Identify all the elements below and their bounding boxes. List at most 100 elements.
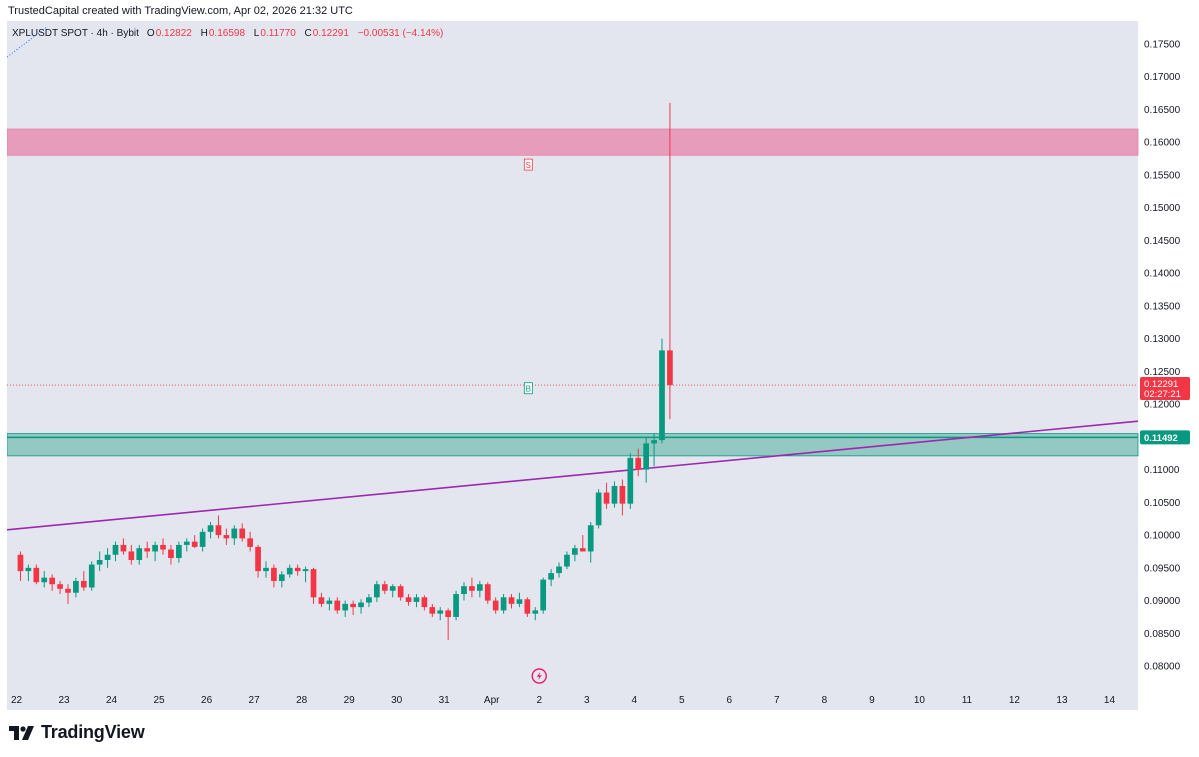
time-tick-label: 5 xyxy=(679,695,685,706)
candle-body xyxy=(17,554,24,572)
price-tick-label: 0.08000 xyxy=(1144,662,1181,673)
tradingview-wordmark: TradingView xyxy=(41,722,145,742)
time-tick-label: Apr xyxy=(484,695,500,706)
time-tick-label: 4 xyxy=(631,695,637,706)
candle-body xyxy=(540,579,547,611)
time-tick-label: 29 xyxy=(344,695,356,706)
time-tick-label: 7 xyxy=(774,695,780,706)
current-price-value: 0.12291 xyxy=(1144,379,1178,390)
price-tick-label: 0.09000 xyxy=(1144,596,1181,607)
candle-body xyxy=(445,610,452,617)
candle-body xyxy=(302,569,309,572)
tradingview-logo[interactable]: TradingView xyxy=(9,722,145,743)
candle-body xyxy=(96,559,103,565)
time-tick-label: 9 xyxy=(869,695,875,706)
candle-body xyxy=(57,584,63,589)
candle-body xyxy=(25,567,32,572)
price-tick-label: 0.15500 xyxy=(1144,170,1181,181)
price-tick-label: 0.17000 xyxy=(1144,72,1181,83)
candle-body xyxy=(112,544,119,555)
current-price-tag xyxy=(1140,377,1190,401)
candle-body xyxy=(453,594,459,617)
time-tick-label: 8 xyxy=(822,695,828,706)
time-tick-label: 22 xyxy=(11,695,23,706)
candle-body xyxy=(207,525,214,532)
time-tick-label: 12 xyxy=(1009,695,1021,706)
candle-body xyxy=(49,577,55,585)
support-price-value: 0.11492 xyxy=(1144,433,1178,444)
candle-body xyxy=(247,538,254,547)
candle-body xyxy=(603,492,610,504)
candle-body xyxy=(421,597,428,608)
chart-caption: TrustedCapital created with TradingView.… xyxy=(8,5,353,17)
time-tick-label: 10 xyxy=(914,695,926,706)
candle-body xyxy=(136,548,143,560)
buy-marker-label: B xyxy=(526,385,531,394)
price-tick-label: 0.14000 xyxy=(1144,269,1181,280)
time-axis-background[interactable] xyxy=(7,689,1138,710)
candle-body xyxy=(564,554,570,567)
time-tick-label: 13 xyxy=(1056,695,1068,706)
candle-body xyxy=(342,603,349,611)
candle-body xyxy=(168,549,174,559)
candle-body xyxy=(587,525,594,552)
candle-body xyxy=(263,567,269,572)
tradingview-logo-icon xyxy=(9,725,34,740)
low-label: L xyxy=(254,28,260,39)
candle-body xyxy=(381,584,388,591)
time-tick-label: 23 xyxy=(58,695,70,706)
time-tick-label: 2 xyxy=(536,695,542,706)
candle-body xyxy=(413,597,420,602)
candle-body xyxy=(88,564,95,588)
close-value: 0.12291 xyxy=(313,28,350,39)
time-tick-label: 27 xyxy=(249,695,261,706)
candle-body xyxy=(389,586,396,591)
candle-body xyxy=(492,600,499,611)
candle-body xyxy=(532,610,539,614)
low-value: 0.11770 xyxy=(260,28,296,39)
open-label: O xyxy=(147,28,155,39)
price-tick-label: 0.14500 xyxy=(1144,236,1181,247)
candle-body xyxy=(41,577,48,583)
time-tick-label: 14 xyxy=(1104,695,1116,706)
candle-body xyxy=(350,603,356,608)
candle-countdown: 02:27:21 xyxy=(1144,389,1181,400)
price-chart[interactable]: SB 0.175000.170000.165000.160000.155000.… xyxy=(7,21,1192,710)
time-tick-label: 30 xyxy=(391,695,403,706)
time-tick-label: 11 xyxy=(962,695,973,706)
candle-body xyxy=(231,528,238,539)
candle-body xyxy=(469,586,475,591)
candle-body xyxy=(579,548,586,552)
price-tick-label: 0.13500 xyxy=(1144,301,1181,312)
time-tick-label: 26 xyxy=(201,695,213,706)
candle-body xyxy=(239,528,246,539)
candle-body xyxy=(397,586,404,598)
candle-body xyxy=(500,597,507,611)
candle-body xyxy=(160,544,166,550)
price-tick-label: 0.12000 xyxy=(1144,400,1181,411)
time-axis[interactable]: 22 23 24 25 26 27 28 29 30 31 Apr 2 3 4 5 6 7 8 9 10 11 12 13 1… xyxy=(11,695,1116,706)
candle-body xyxy=(484,584,491,601)
price-axis-background[interactable] xyxy=(1138,21,1192,710)
lightning-icon[interactable] xyxy=(531,668,547,684)
candle-body xyxy=(548,573,554,580)
candles-layer xyxy=(17,102,673,640)
candle-body xyxy=(659,350,665,441)
candle-body xyxy=(508,597,515,604)
price-tick-label: 0.15000 xyxy=(1144,203,1181,214)
candle-body xyxy=(73,580,79,593)
markers-layer: SB xyxy=(523,158,533,395)
candle-body xyxy=(294,567,301,572)
candle-body xyxy=(643,443,650,470)
candle-body xyxy=(405,597,412,602)
candle-body xyxy=(366,597,372,603)
symbol-label: XPLUSDT SPOT · 4h · Bybit xyxy=(12,28,139,39)
candle-body xyxy=(128,551,135,560)
support-price-tag xyxy=(1140,430,1190,445)
candle-body xyxy=(572,548,578,555)
candle-body xyxy=(437,610,444,614)
candle-body xyxy=(104,554,111,560)
candle-body xyxy=(611,485,618,504)
